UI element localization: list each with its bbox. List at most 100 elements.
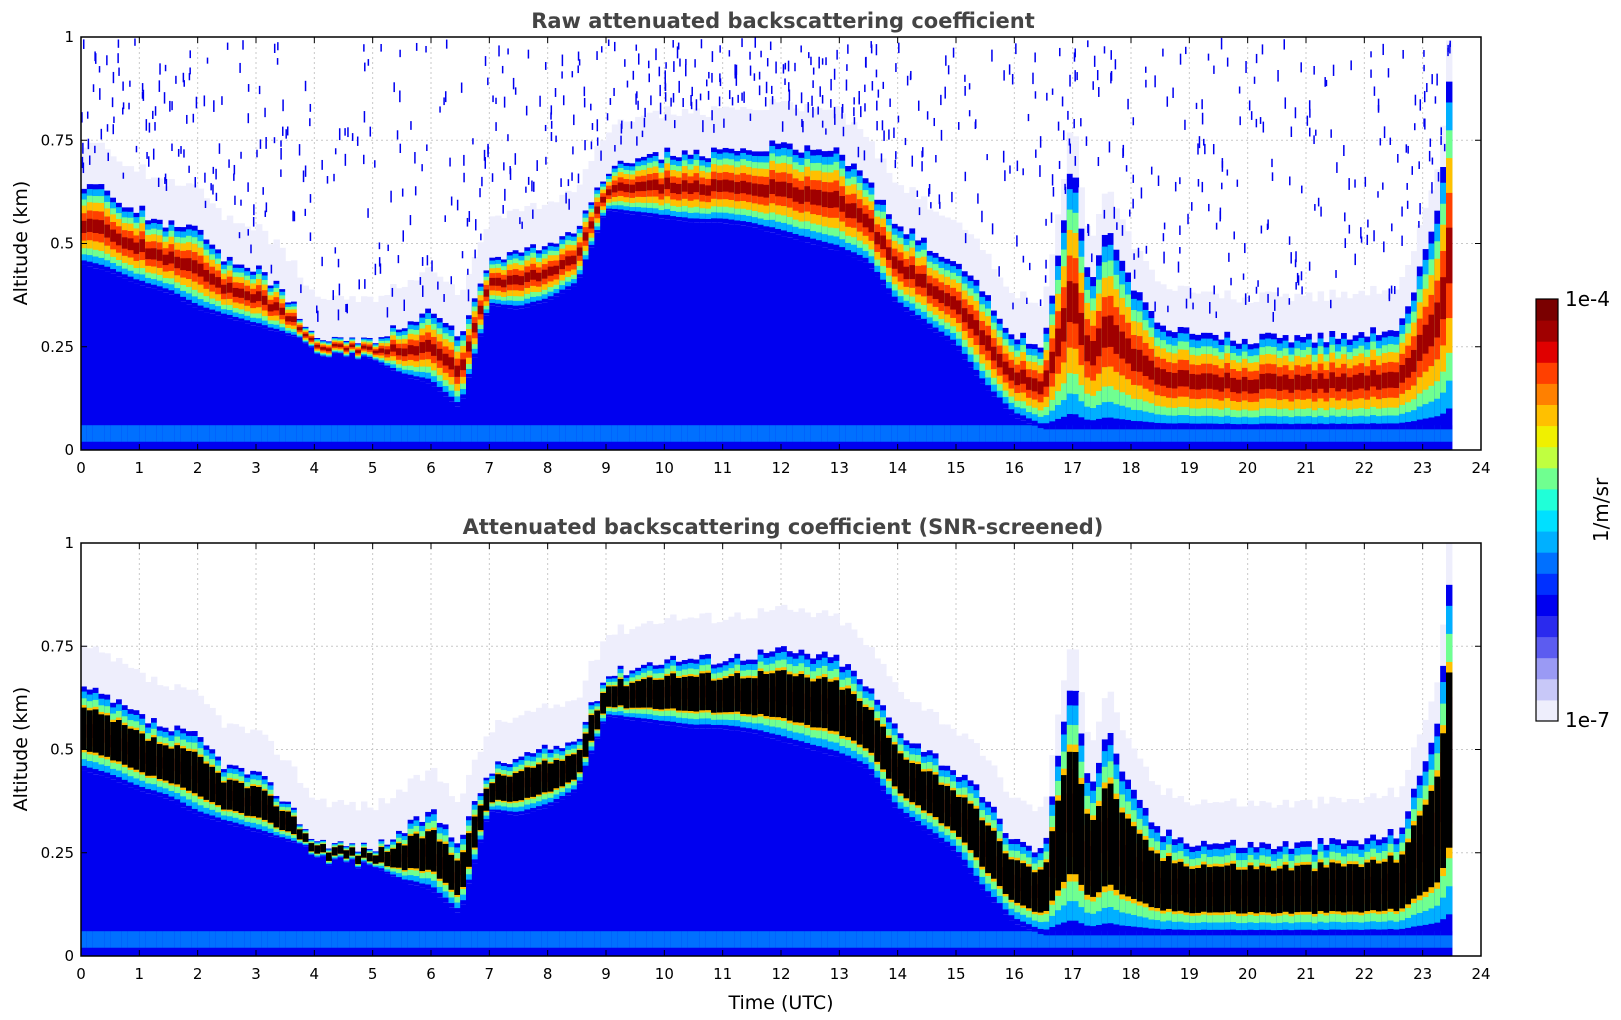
boundary-layer — [921, 830, 928, 956]
heatmap-column — [635, 626, 642, 956]
aerosol-haze — [1230, 299, 1237, 341]
noise-speck — [1035, 149, 1037, 158]
noise-speck — [189, 50, 191, 59]
near-surface-band — [1399, 425, 1406, 442]
near-surface-band — [1177, 425, 1185, 442]
noise-speck — [183, 80, 185, 87]
heatmap-column — [401, 188, 409, 450]
heatmap-column — [903, 75, 910, 450]
noise-speck — [466, 217, 469, 227]
aerosol-haze — [116, 161, 123, 203]
near-surface-band — [897, 425, 905, 442]
layer-band — [996, 353, 1004, 368]
noise-speck — [1253, 76, 1256, 84]
noise-speck — [711, 51, 714, 63]
noise-speck — [154, 106, 157, 116]
near-surface-band — [1428, 425, 1435, 442]
saturated-core — [291, 816, 298, 835]
boundary-layer — [221, 317, 228, 450]
noise-speck — [981, 210, 983, 223]
saturated-core — [582, 733, 590, 757]
saturated-core — [676, 678, 683, 711]
boundary-layer — [162, 292, 170, 450]
boundary-layer — [86, 772, 94, 956]
near-surface-band — [1171, 425, 1179, 442]
noise-speck — [1012, 302, 1014, 310]
aerosol-haze — [582, 680, 590, 722]
heatmap-column — [839, 625, 846, 956]
noise-speck — [1172, 87, 1174, 98]
heatmap-column — [1241, 61, 1249, 450]
noise-speck — [812, 80, 814, 88]
heatmap-column — [594, 51, 601, 450]
noise-speck — [1179, 177, 1181, 185]
layer-band — [1276, 376, 1284, 391]
aerosol-haze — [121, 663, 129, 706]
aerosol-haze — [816, 612, 823, 655]
layer-band — [121, 237, 129, 249]
boundary-layer — [156, 290, 164, 450]
aerosol-haze — [530, 202, 537, 245]
heatmap-raw — [81, 37, 1453, 450]
boundary-layer — [769, 738, 776, 956]
noise-speck — [264, 107, 266, 118]
noise-speck — [396, 130, 399, 140]
noise-speck — [1383, 241, 1385, 253]
boundary-layer — [716, 222, 724, 450]
aerosol-haze — [699, 114, 706, 157]
boundary-layer — [664, 219, 671, 450]
boundary-layer — [926, 328, 934, 450]
noise-speck — [445, 39, 448, 49]
noise-speck — [503, 162, 505, 171]
aerosol-haze — [518, 211, 525, 253]
layer-band — [1428, 314, 1435, 347]
noise-speck — [1002, 150, 1005, 163]
aerosol-haze — [483, 736, 490, 778]
near-surface-band — [681, 931, 689, 948]
saturated-core — [681, 676, 689, 711]
aerosol-haze — [314, 799, 321, 842]
noise-speck — [1406, 200, 1409, 209]
heatmap-column — [1323, 77, 1330, 450]
boundary-layer — [215, 315, 222, 450]
aerosol-haze — [133, 171, 140, 213]
noise-speck — [1267, 293, 1269, 303]
near-surface-band — [86, 425, 94, 442]
near-surface-band — [320, 931, 327, 948]
noise-speck — [573, 114, 575, 126]
boundary-layer — [746, 732, 753, 956]
heatmap-column — [944, 55, 951, 450]
near-surface-band — [396, 931, 403, 948]
noise-speck — [233, 173, 235, 181]
saturated-core — [845, 688, 852, 738]
aerosol-haze — [880, 158, 887, 200]
noise-speck — [562, 95, 565, 106]
noise-speck — [117, 39, 120, 48]
heatmap-column — [1008, 64, 1015, 450]
layer-band — [1265, 373, 1272, 389]
near-surface-band — [174, 425, 181, 442]
noise-speck — [292, 210, 294, 222]
noise-speck — [1306, 115, 1309, 126]
heatmap-column — [1282, 39, 1290, 450]
layer-band — [658, 184, 665, 194]
boundary-layer — [897, 813, 905, 956]
layer-band — [1055, 328, 1062, 357]
heatmap-column — [518, 211, 525, 450]
near-surface-band — [658, 931, 665, 948]
aerosol-haze — [909, 187, 916, 229]
aerosol-haze — [168, 179, 175, 221]
noise-speck — [685, 64, 687, 77]
heatmap-column — [961, 733, 969, 956]
heatmap-column — [641, 107, 648, 450]
noise-speck — [596, 137, 599, 146]
heatmap-column — [256, 730, 263, 956]
noise-speck — [421, 257, 424, 266]
layer-band — [1311, 379, 1319, 393]
layer-band — [244, 291, 251, 301]
noise-speck — [876, 100, 878, 111]
near-surface-band — [308, 425, 315, 442]
near-surface-band — [296, 931, 304, 948]
heatmap-column — [781, 604, 788, 956]
heatmap-column — [757, 608, 765, 956]
